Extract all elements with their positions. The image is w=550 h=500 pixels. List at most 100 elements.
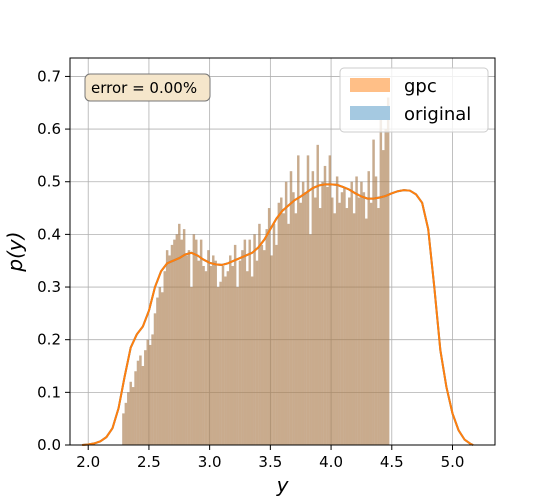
x-tick-label: 4.0 (319, 453, 343, 471)
original-bar (224, 276, 227, 445)
original-bar (175, 234, 179, 445)
original-bar (248, 239, 251, 445)
original-bar (144, 350, 147, 445)
original-bar (136, 360, 140, 445)
gpc-bar (331, 197, 334, 445)
gpc-bar (318, 208, 322, 445)
original-bar (306, 155, 310, 446)
gpc-bar (241, 250, 244, 445)
original-bar (226, 271, 230, 445)
gpc-bar (350, 181, 353, 446)
original-bar (131, 387, 135, 445)
gpc-bar (226, 271, 230, 445)
gpc-bar (374, 176, 378, 445)
original-bar (127, 392, 130, 445)
original-bar (284, 181, 288, 446)
gpc-bar (294, 213, 298, 445)
gpc-bar (236, 287, 239, 445)
original-bar (134, 371, 137, 445)
gpc-bar (265, 229, 268, 445)
original-bar (163, 271, 166, 445)
gpc-bar (216, 287, 220, 445)
x-tick-label: 3.0 (198, 453, 222, 471)
original-bar (212, 255, 215, 445)
gpc-bar (192, 234, 196, 445)
original-bar (311, 171, 315, 445)
original-bar (309, 234, 312, 445)
gpc-bar (384, 129, 387, 445)
gpc-bar (173, 239, 176, 445)
gpc-bar (280, 197, 283, 445)
original-bar (345, 208, 349, 445)
original-bar (161, 292, 164, 445)
gpc-bar (340, 192, 344, 445)
gpc-bar (301, 181, 305, 446)
original-bar (197, 260, 200, 445)
y-tick-label: 0.5 (37, 173, 61, 191)
original-bar (199, 239, 203, 445)
original-bar (178, 223, 181, 445)
original-bar (299, 202, 302, 445)
gpc-bar (134, 371, 137, 445)
original-bar (187, 250, 191, 445)
original-bar (314, 197, 317, 445)
x-tick-label: 2.0 (76, 453, 100, 471)
gpc-bar (333, 213, 336, 445)
original-bar (289, 171, 293, 445)
y-tick-label: 0.2 (37, 331, 61, 349)
original-bar (173, 239, 176, 445)
gpc-bar (360, 181, 363, 446)
original-bar (331, 197, 334, 445)
gpc-bar (272, 223, 276, 445)
gpc-bar (221, 265, 225, 445)
gpc-bar (250, 276, 254, 445)
gpc-density-line (82, 183, 474, 446)
original-bar (379, 118, 383, 445)
gpc-bar (335, 176, 339, 445)
original-bar (275, 244, 278, 445)
original-bar (297, 155, 300, 446)
original-bar (231, 265, 234, 445)
gpc-bar (253, 234, 256, 445)
original-bar (229, 255, 232, 445)
original-bar (170, 244, 174, 445)
original-bar (258, 223, 261, 445)
gpc-bar (195, 239, 198, 445)
original-bar (265, 229, 268, 445)
gpc-bar (182, 229, 186, 445)
gpc-bar (255, 260, 259, 445)
gpc-bar (362, 192, 366, 445)
gpc-bar (207, 250, 210, 445)
x-axis-label: y (276, 473, 290, 497)
gpc-bar (338, 202, 341, 445)
gpc-bar (316, 144, 319, 445)
density-curves (82, 183, 474, 446)
gpc-bar (289, 171, 293, 445)
gpc-bar (161, 292, 164, 445)
gpc-bar (355, 176, 358, 445)
original-bar (151, 334, 154, 445)
original-bar (204, 271, 208, 445)
gpc-bar (321, 181, 324, 446)
original-bar (362, 192, 366, 445)
original-bar (129, 381, 132, 445)
original-bar (357, 197, 361, 445)
original-bar (182, 229, 186, 445)
gpc-bar (151, 334, 154, 445)
original-bar (253, 234, 256, 445)
original-bar (180, 239, 183, 445)
original-bar (323, 165, 327, 445)
gpc-bar (263, 250, 266, 445)
gpc-bar (153, 313, 157, 445)
gpc-bar (369, 202, 373, 445)
original-bar (243, 239, 247, 445)
original-bar (301, 181, 305, 446)
gpc-bar (141, 366, 145, 445)
gpc-bar (243, 239, 247, 445)
gpc-bar (365, 218, 368, 445)
original-bar (338, 202, 341, 445)
y-tick-label: 0.0 (37, 436, 61, 454)
gpc-bar (260, 244, 264, 445)
gpc-bar (328, 155, 332, 446)
gpc-bar (382, 150, 385, 445)
